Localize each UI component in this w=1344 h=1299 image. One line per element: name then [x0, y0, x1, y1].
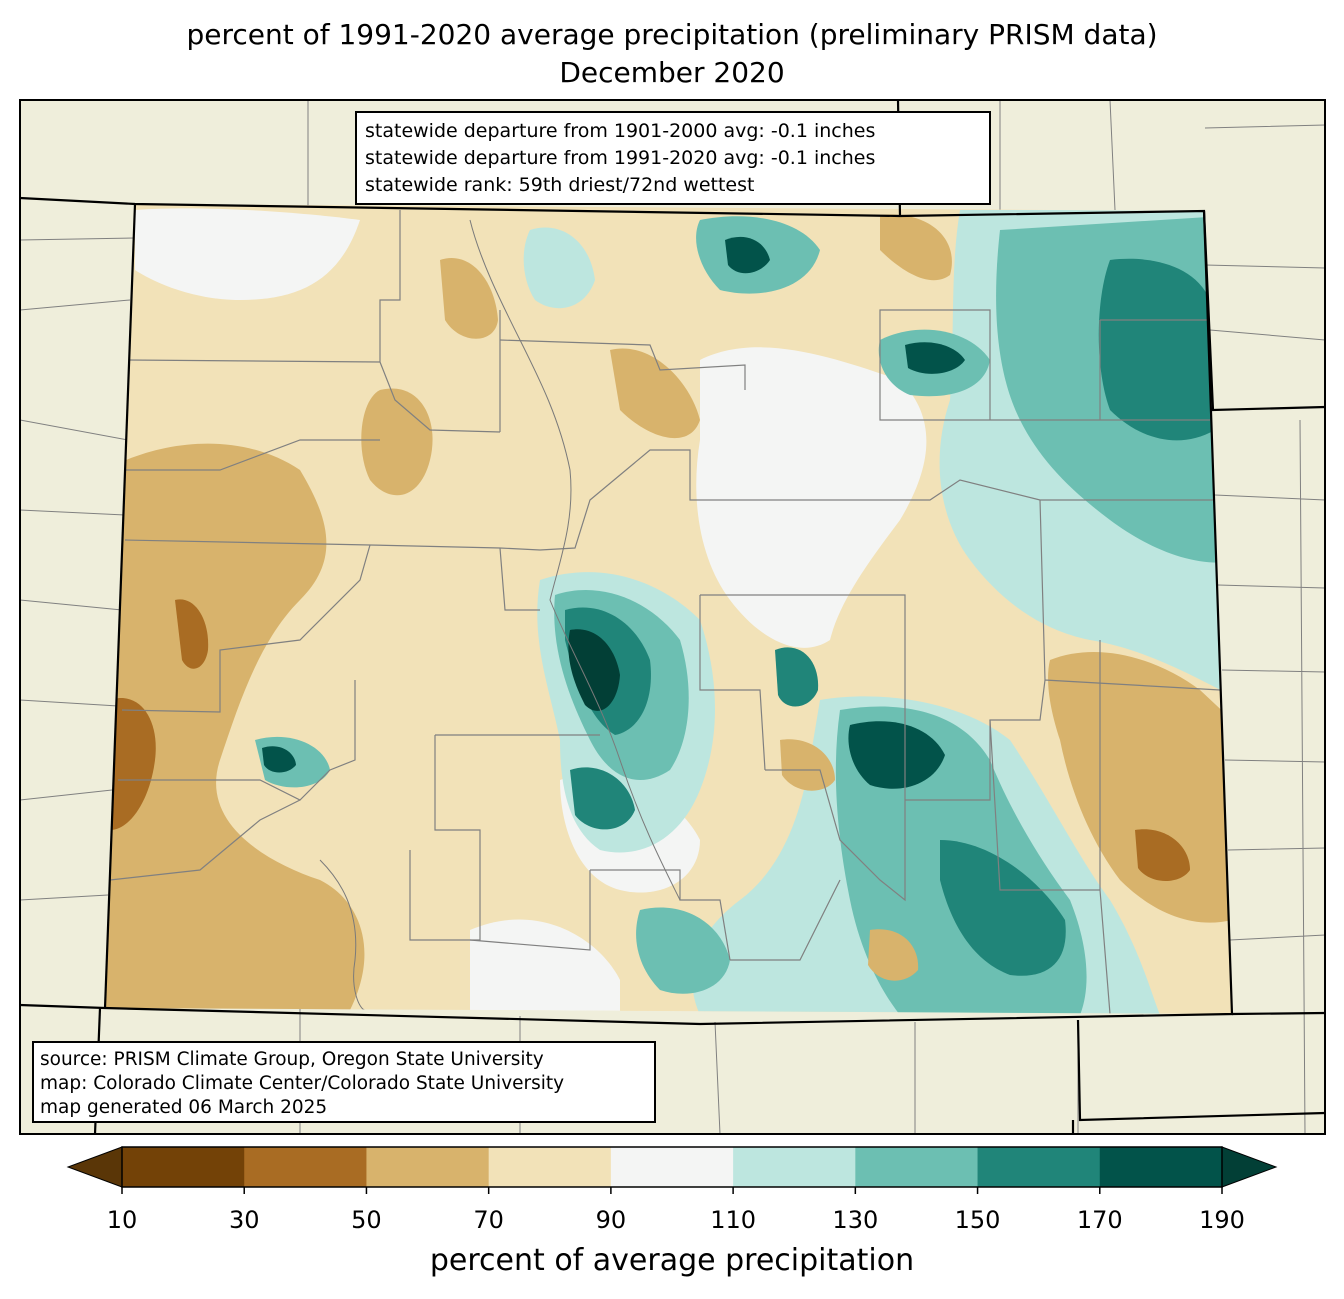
state-borders [19, 99, 1326, 1135]
colorbar-tick-label: 130 [832, 1206, 879, 1234]
map-title: percent of 1991-2020 average precipitati… [186, 18, 1158, 51]
colorbar-tick-label: 50 [351, 1206, 382, 1234]
map-subtitle: December 2020 [559, 56, 785, 89]
source-map-credit: map: Colorado Climate Center/Colorado St… [40, 1073, 565, 1094]
colorbar-segment-70-90 [488, 1147, 612, 1187]
colorbar-segment-170-190 [1099, 1147, 1223, 1187]
zone-ne-150-170 [1098, 258, 1215, 441]
colorbar-segment-110-130 [733, 1147, 856, 1187]
zone-west-30-50b [175, 599, 209, 669]
colorbar-segment-130-150 [855, 1147, 979, 1187]
zone-nc-50-70 [610, 348, 700, 439]
zone-south-130-150 [636, 907, 730, 994]
zone-west-30-50 [110, 698, 156, 830]
colorbar-tick-label: 10 [106, 1206, 138, 1234]
map-frame [19, 99, 1326, 1135]
stat-rank: statewide rank: 59th driest/72nd wettest [365, 174, 755, 196]
zone-se-150-170 [940, 840, 1066, 976]
colorbar-segment-30-50 [244, 1147, 367, 1187]
colorbar-arrow-low [66, 1146, 123, 1188]
zone-west-50-70 [105, 443, 365, 1010]
colorbar-segment-50-70 [366, 1147, 490, 1187]
county-lines [109, 210, 1221, 1014]
colorbar-arrow-high [1221, 1146, 1278, 1188]
colorbar-label: percent of average precipitation [429, 1243, 915, 1278]
source-box: source: PRISM Climate Group, Oregon Stat… [32, 1041, 656, 1123]
colorbar-tick-label: 90 [595, 1206, 627, 1234]
colorbar-tick-label: 110 [710, 1206, 757, 1234]
drainage-lines [319, 219, 681, 1011]
colorbar-tick-label: 30 [228, 1206, 260, 1234]
zone-west-wet-170-190 [262, 746, 296, 773]
colorbar-tick-label: 150 [954, 1206, 1001, 1234]
zone-front-range-90-110 [696, 347, 927, 648]
colorbar-tick-label: 190 [1199, 1206, 1245, 1234]
colorbar-tick-label: 170 [1076, 1206, 1123, 1234]
statewide-stats-box: statewide departure from 1901-2000 avg: … [355, 111, 991, 205]
colorbar-segment-90-110 [610, 1147, 734, 1187]
zone-se-dry2-50-70 [868, 929, 919, 981]
stat-departure-1901-2000: statewide departure from 1901-2000 avg: … [365, 120, 876, 142]
zone-se-dry-30-50 [1135, 829, 1190, 882]
colorbar-segment-10-30 [122, 1147, 245, 1187]
source-prism: source: PRISM Climate Group, Oregon Stat… [40, 1049, 544, 1070]
zone-north-50-70 [440, 258, 498, 339]
zone-sc2-150-170 [570, 767, 635, 830]
colorbar-segment-150-170 [977, 1147, 1101, 1187]
zone-north-170-190 [725, 236, 770, 274]
zone-north2-110-130 [523, 227, 595, 309]
zone-c-dry-50-70 [780, 739, 835, 791]
zone-nw-50-70 [361, 388, 433, 496]
zone-nw-90-110 [135, 208, 360, 300]
colorbar-border [121, 1146, 1223, 1188]
zone-central-east-150-170 [775, 647, 819, 707]
zone-ne-blob-170-190 [905, 342, 965, 374]
zone-ne-50-70 [880, 214, 952, 281]
colorbar [66, 1146, 1278, 1194]
zone-central-190plus [568, 629, 620, 711]
source-generated-date: map generated 06 March 2025 [40, 1097, 328, 1118]
stat-departure-1991-2020: statewide departure from 1991-2020 avg: … [365, 147, 876, 169]
precip-field [105, 204, 1232, 1014]
zone-se-170-190 [848, 721, 945, 789]
colorbar-tick-label: 70 [473, 1206, 504, 1234]
